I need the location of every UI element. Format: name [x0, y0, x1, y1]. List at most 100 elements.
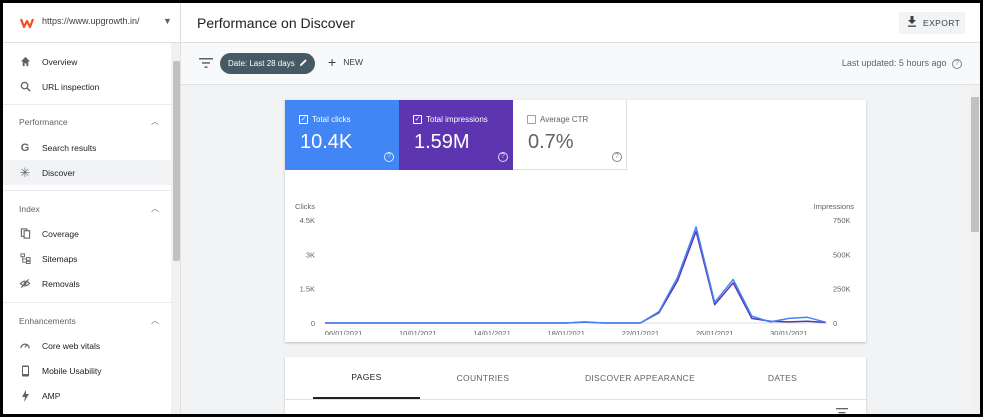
x-tick-label: 06/01/2021	[325, 329, 363, 335]
main-scrollbar[interactable]	[970, 85, 980, 414]
help-icon[interactable]: ?	[384, 152, 394, 162]
new-label: NEW	[343, 57, 364, 67]
section-header-enhancements: Enhancements	[19, 316, 76, 326]
last-updated-status: Last updated: 5 hours ago ?	[842, 58, 962, 69]
breakdown-tabs-card: PAGES COUNTRIES DISCOVER APPEARANCE DATE…	[285, 357, 866, 414]
divider	[3, 190, 171, 191]
checkbox-unchecked-icon[interactable]	[527, 115, 536, 124]
performance-line-chart: Clicks Impressions 4.5K 3K 1.5K 0 750K 500K 250K…	[295, 202, 855, 335]
right-tick-label: 250K	[833, 285, 851, 294]
x-tick-label: 14/01/2021	[473, 329, 511, 335]
nav-url-inspection[interactable]: URL inspection	[3, 74, 171, 99]
sidebar: https://www.upgrowth.in/ ▼ Overview URL …	[3, 3, 181, 414]
nav-search-results[interactable]: G Search results	[3, 135, 171, 160]
metric-label: Total clicks	[312, 115, 351, 124]
nav-label: Coverage	[42, 228, 79, 239]
metric-value: 1.59M	[414, 131, 470, 153]
filter-icon[interactable]	[199, 57, 213, 69]
performance-chart-card: ✓ Total clicks 10.4K ? ✓ Total impressions…	[285, 100, 866, 342]
nav-core-web-vitals[interactable]: Core web vitals	[3, 333, 171, 358]
left-tick-label: 4.5K	[300, 216, 315, 225]
app-window: https://www.upgrowth.in/ ▼ Overview URL …	[3, 3, 980, 414]
nav-amp[interactable]: AMP	[3, 383, 171, 408]
new-filter-button[interactable]: + NEW	[328, 54, 364, 70]
phone-icon	[19, 365, 31, 377]
right-axis-title: Impressions	[814, 202, 855, 211]
chevron-up-icon[interactable]: ︿	[151, 117, 159, 126]
left-tick-label: 1.5K	[300, 285, 315, 294]
right-tick-label: 500K	[833, 250, 851, 259]
x-tick-label: 18/01/2021	[547, 329, 585, 335]
section-header-index: Index	[19, 204, 40, 214]
upgrowth-logo-icon	[20, 18, 34, 29]
right-tick-label: 750K	[833, 216, 851, 225]
bolt-icon	[19, 389, 31, 402]
tab-discover-appearance[interactable]: DISCOVER APPEARANCE	[584, 373, 696, 383]
nav-label: AMP	[42, 390, 61, 401]
left-axis-title: Clicks	[295, 202, 315, 211]
help-icon[interactable]: ?	[498, 152, 508, 162]
nav-sitemaps[interactable]: Sitemaps	[3, 246, 171, 271]
help-icon[interactable]: ?	[612, 152, 622, 162]
metric-total-impressions[interactable]: ✓ Total impressions 1.59M ?	[399, 100, 513, 170]
main-scrollbar-thumb[interactable]	[971, 97, 979, 232]
help-icon[interactable]: ?	[952, 58, 962, 69]
metric-total-clicks[interactable]: ✓ Total clicks 10.4K ?	[285, 100, 399, 170]
x-tick-label: 26/01/2021	[696, 329, 734, 335]
table-filter-icon[interactable]	[836, 408, 848, 414]
nav-discover[interactable]: ✳ Discover	[3, 160, 171, 185]
nav-label: Discover	[42, 167, 76, 178]
x-tick-label: 30/01/2021	[770, 329, 808, 335]
eye-off-icon	[19, 278, 31, 290]
page-title: Performance on Discover	[197, 15, 355, 31]
nav-label: Sitemaps	[42, 253, 78, 264]
tab-dates[interactable]: DATES	[767, 373, 798, 383]
nav-label: URL inspection	[42, 81, 100, 92]
property-selector[interactable]: https://www.upgrowth.in/ ▼	[3, 3, 180, 43]
divider	[3, 104, 171, 105]
chevron-up-icon[interactable]: ︿	[151, 316, 159, 325]
checkbox-checked-icon[interactable]: ✓	[299, 115, 308, 124]
tab-pages[interactable]: PAGES	[313, 357, 420, 399]
tabs-divider	[285, 399, 866, 400]
series-line-total-clicks	[325, 226, 827, 324]
filter-toolbar: Date: Last 28 days + NEW Last updated: 5…	[181, 43, 980, 85]
metric-value: 0.7%	[528, 131, 574, 153]
page-header: Performance on Discover EXPORT	[181, 3, 980, 43]
x-tick-label: 22/01/2021	[622, 329, 660, 335]
sidebar-scrollbar-thumb[interactable]	[173, 61, 180, 261]
export-label: EXPORT	[923, 18, 961, 28]
metric-value: 10.4K	[300, 131, 353, 153]
metric-average-ctr[interactable]: Average CTR 0.7% ?	[513, 100, 627, 170]
main-content: ✓ Total clicks 10.4K ? ✓ Total impressions…	[181, 85, 980, 414]
x-tick-label: 10/01/2021	[399, 329, 437, 335]
tab-countries[interactable]: COUNTRIES	[456, 373, 510, 383]
nav-mobile-usability[interactable]: Mobile Usability	[3, 358, 171, 383]
date-filter-chip[interactable]: Date: Last 28 days	[220, 53, 315, 74]
nav-label: Search results	[42, 142, 97, 153]
left-tick-label: 0	[311, 319, 315, 328]
nav-removals[interactable]: Removals	[3, 271, 171, 296]
nav-coverage[interactable]: Coverage	[3, 221, 171, 246]
series-line-total-impressions	[325, 230, 827, 324]
left-tick-label: 3K	[306, 250, 315, 259]
property-url: https://www.upgrowth.in/	[42, 16, 140, 26]
export-button[interactable]: EXPORT	[899, 12, 965, 34]
google-g-icon: G	[20, 141, 30, 154]
nav-label: Removals	[42, 278, 80, 289]
edit-pencil-icon	[299, 58, 308, 69]
caret-down-icon[interactable]: ▼	[163, 16, 172, 26]
nav-overview[interactable]: Overview	[3, 49, 171, 74]
nav-label: Mobile Usability	[42, 365, 102, 376]
search-icon	[19, 81, 31, 93]
download-icon	[907, 16, 917, 30]
nav-label: Overview	[42, 56, 78, 67]
last-updated-text: Last updated: 5 hours ago	[841, 58, 947, 68]
divider	[3, 302, 171, 303]
plus-icon: +	[328, 54, 337, 70]
chevron-up-icon[interactable]: ︿	[151, 204, 159, 213]
metric-label: Average CTR	[540, 115, 589, 124]
checkbox-checked-icon[interactable]: ✓	[413, 115, 422, 124]
copy-icon	[19, 228, 31, 240]
home-icon	[19, 56, 31, 68]
